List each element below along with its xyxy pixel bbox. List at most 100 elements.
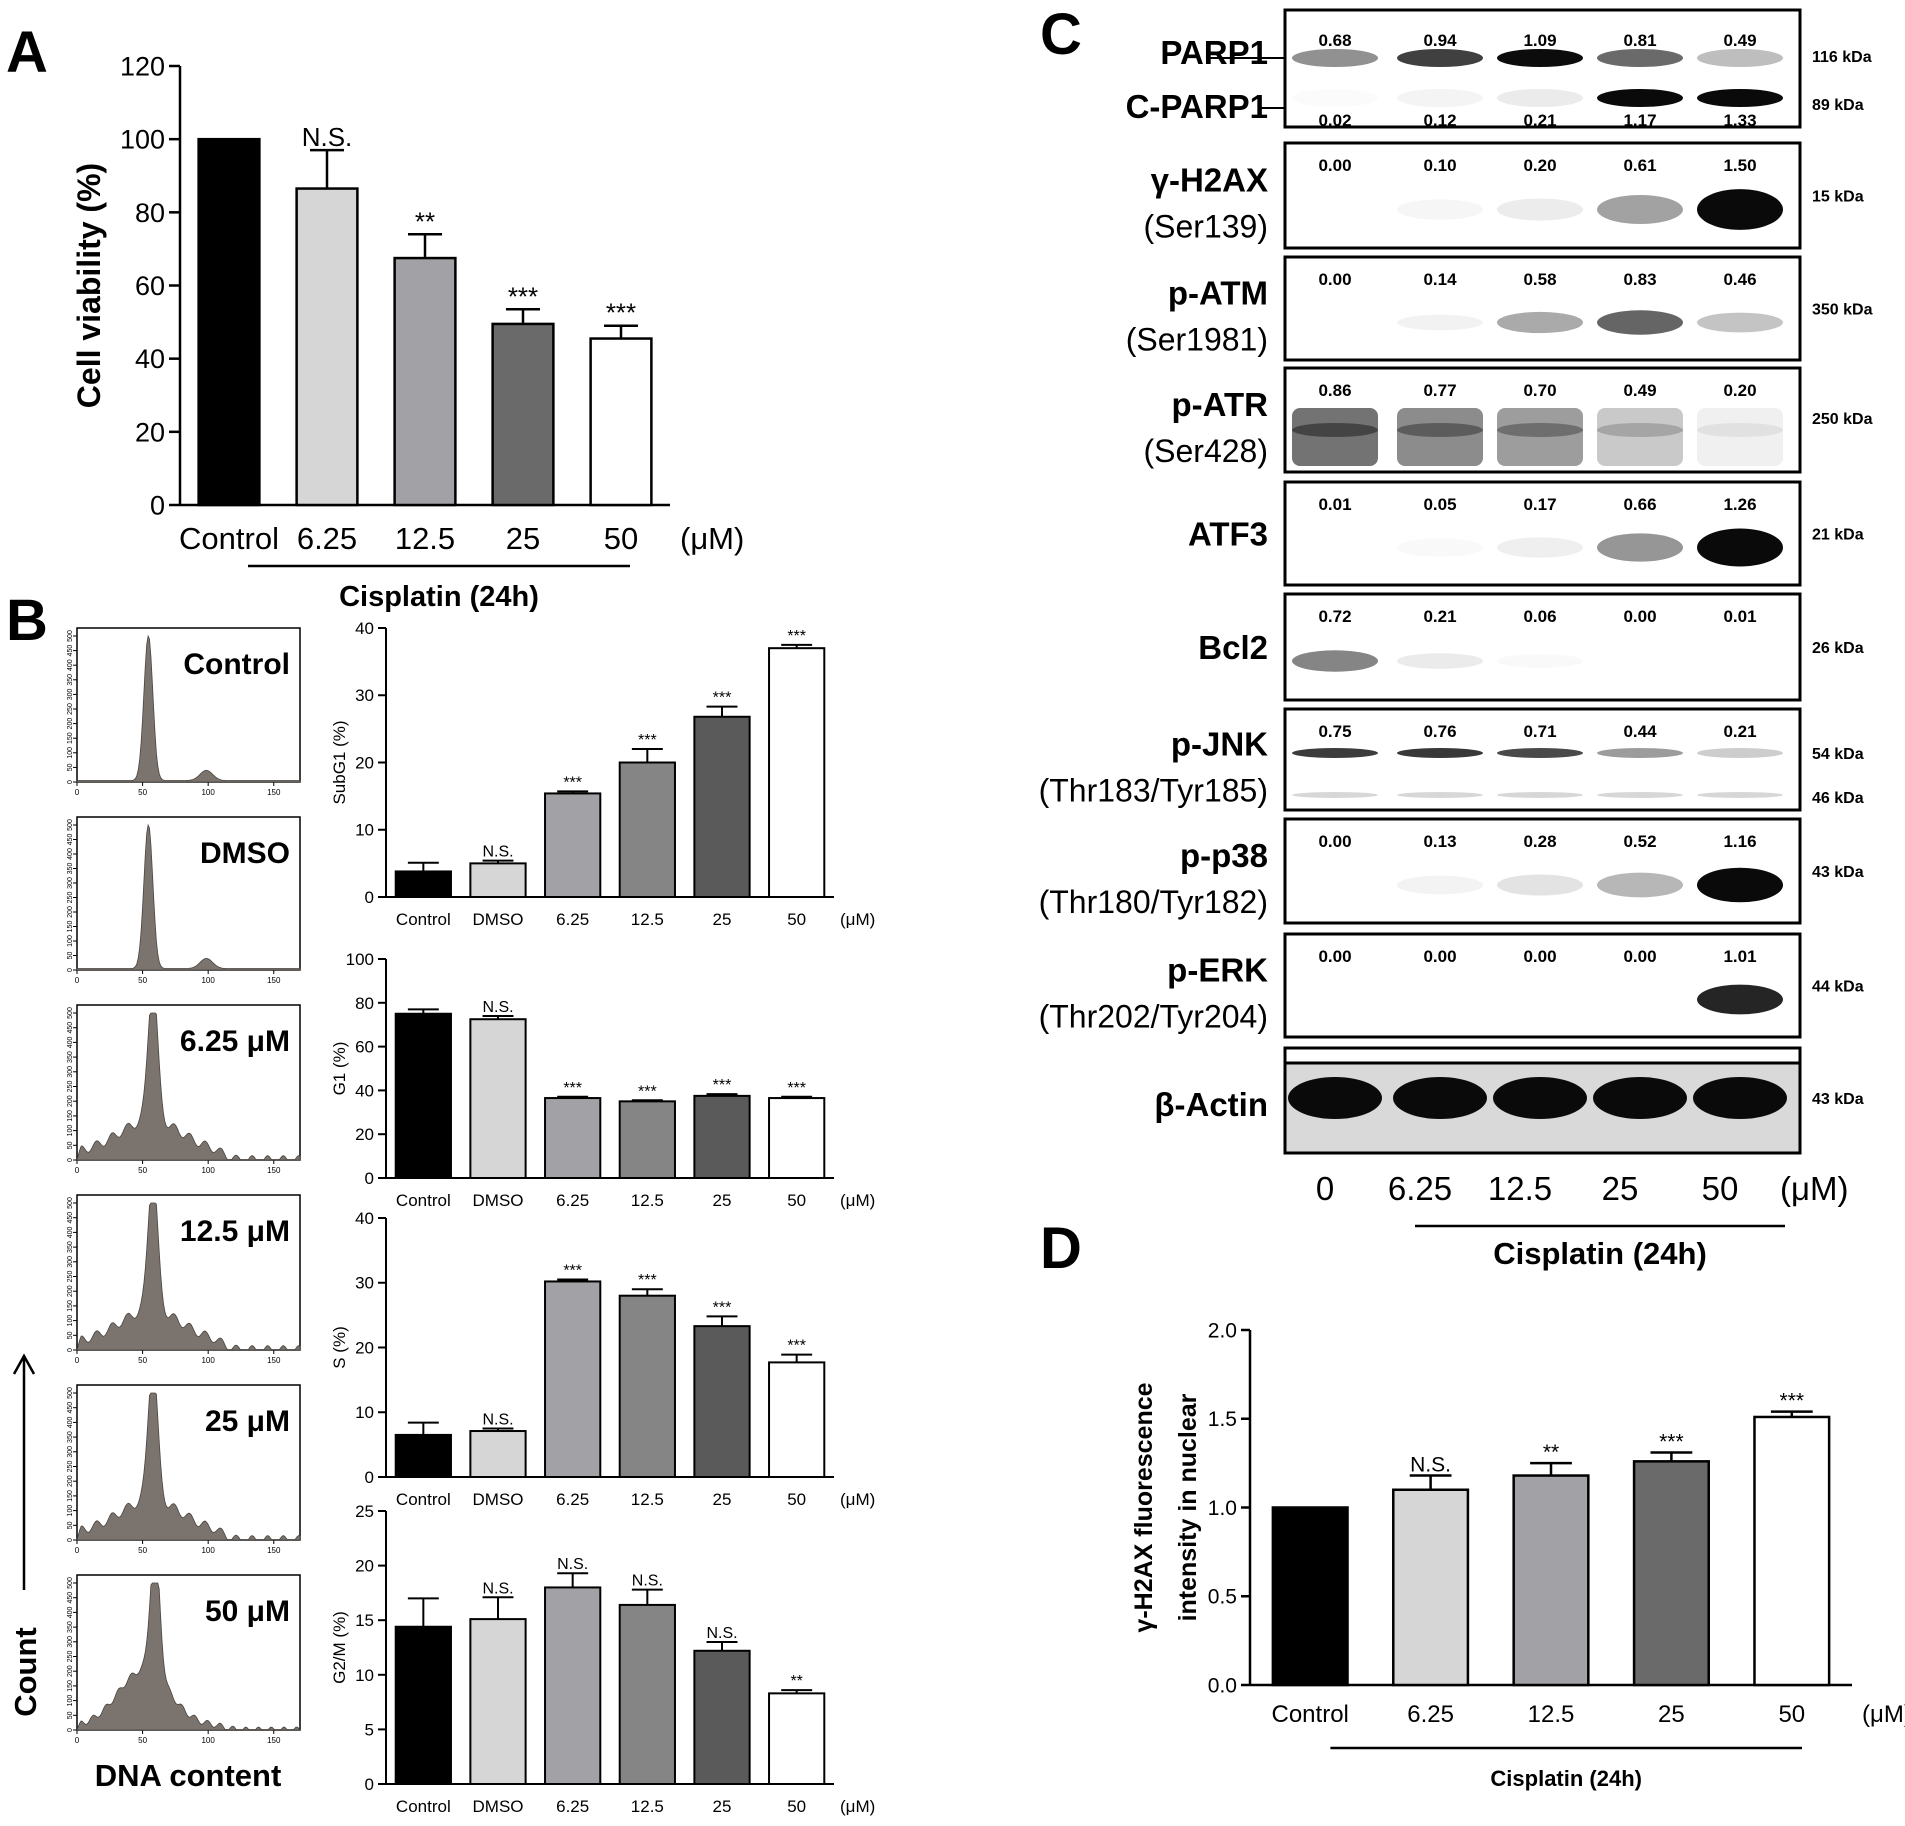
category-label: Control xyxy=(396,910,451,929)
blot-band xyxy=(1397,792,1483,798)
kda-label: 250 kDa xyxy=(1812,411,1873,428)
blot-band xyxy=(1497,423,1583,437)
blot-band xyxy=(1497,537,1583,558)
histogram-y-axis-label: Count xyxy=(8,1627,43,1717)
histogram-y-tick-label: 150 xyxy=(67,921,74,933)
y-tick-label: 25 xyxy=(355,1502,374,1521)
blot-band xyxy=(1597,423,1683,437)
y-tick-label: 0 xyxy=(365,1775,374,1794)
histogram-x-tick-label: 100 xyxy=(201,976,215,985)
y-tick-label: 30 xyxy=(355,1274,374,1293)
bar xyxy=(618,1100,676,1179)
histogram-x-tick-label: 0 xyxy=(75,788,80,797)
significance-label: N.S. xyxy=(482,1580,513,1597)
y-tick-label: 15 xyxy=(355,1611,374,1630)
blot-band xyxy=(1397,423,1483,437)
histogram-y-tick-label: 300 xyxy=(67,877,74,889)
blot-band xyxy=(1597,533,1683,562)
panel-d: 0.0 0.5 1.0 1.5 2.0 Control N.S. 6.25 ** 12.5 *** 2… xyxy=(1130,1319,1905,1791)
y-tick-label: 1.5 xyxy=(1208,1408,1237,1431)
bar xyxy=(544,1586,602,1785)
densitometry-value: 1.17 xyxy=(1623,111,1656,130)
histogram-area xyxy=(76,1582,301,1731)
blot-band xyxy=(1397,653,1483,669)
histogram-y-tick-label: 200 xyxy=(67,1285,74,1297)
densitometry-value: 0.06 xyxy=(1523,607,1556,626)
blot-band xyxy=(1497,748,1583,758)
densitometry-value: 0.72 xyxy=(1318,607,1351,626)
y-axis-label: Cell viability (%) xyxy=(71,163,107,408)
y-tick-label: 80 xyxy=(135,198,165,228)
histogram-area xyxy=(76,634,301,783)
unit-label: (μM) xyxy=(1862,1701,1905,1728)
category-label: 25 xyxy=(713,1191,732,1210)
histogram-x-tick-label: 100 xyxy=(201,1546,215,1555)
densitometry-value: 0.00 xyxy=(1623,607,1656,626)
histogram-x-tick-label: 150 xyxy=(267,1166,281,1175)
densitometry-value: 0.14 xyxy=(1423,270,1457,289)
blot-frame xyxy=(1283,592,1802,702)
y-axis-label: intensity in nuclear xyxy=(1174,1393,1202,1621)
histogram-y-tick-label: 400 xyxy=(67,1606,74,1618)
densitometry-value: 0.21 xyxy=(1423,607,1456,626)
bar xyxy=(1753,1415,1831,1687)
y-tick-label: 10 xyxy=(355,1403,374,1422)
densitometry-value: 0.61 xyxy=(1623,156,1656,175)
category-label: 6.25 xyxy=(297,521,357,556)
bar xyxy=(1392,1488,1470,1687)
bar xyxy=(693,715,751,899)
significance-label: N.S. xyxy=(302,122,353,152)
significance-label: *** xyxy=(508,281,538,311)
blot-band xyxy=(1597,89,1683,107)
histogram-y-tick-label: 300 xyxy=(67,1636,74,1648)
blot-band xyxy=(1693,1077,1787,1119)
y-tick-label: 20 xyxy=(355,1125,374,1144)
significance-label: *** xyxy=(787,1338,806,1355)
y-tick-label: 20 xyxy=(135,417,165,447)
blot-label: p-ERK xyxy=(1167,952,1268,989)
histogram-y-tick-label: 200 xyxy=(67,1665,74,1677)
category-label: 6.25 xyxy=(556,1490,589,1509)
histogram-y-tick-label: 250 xyxy=(67,1271,74,1283)
bar xyxy=(469,1618,527,1786)
blot-band xyxy=(1288,1077,1382,1119)
lane-label: 6.25 xyxy=(1388,1170,1452,1207)
blot-band xyxy=(1697,748,1783,758)
category-label: Control xyxy=(396,1191,451,1210)
bar xyxy=(618,1603,676,1785)
bar xyxy=(1271,1506,1349,1687)
histogram-y-tick-label: 450 xyxy=(67,645,74,657)
category-label: 12.5 xyxy=(395,521,455,556)
kda-label: 26 kDa xyxy=(1812,640,1864,657)
histogram-y-tick-label: 50 xyxy=(67,952,74,960)
histogram-x-tick-label: 50 xyxy=(138,788,147,797)
histogram-x-tick-label: 50 xyxy=(138,1166,147,1175)
kda-label: 89 kDa xyxy=(1812,97,1864,114)
blot-band xyxy=(1292,423,1378,437)
significance-label: *** xyxy=(638,1272,657,1289)
y-tick-label: 40 xyxy=(355,1081,374,1100)
bar xyxy=(768,1361,826,1478)
densitometry-value: 0.46 xyxy=(1723,270,1756,289)
densitometry-value: 0.17 xyxy=(1523,495,1556,514)
lane-unit-label: (μM) xyxy=(1780,1170,1848,1207)
significance-label: N.S. xyxy=(706,1625,737,1642)
densitometry-value: 0.70 xyxy=(1523,381,1556,400)
bar xyxy=(544,1280,602,1478)
y-tick-label: 2.0 xyxy=(1208,1319,1237,1342)
blot-band xyxy=(1397,314,1483,331)
blot-band xyxy=(1497,654,1583,668)
densitometry-value: 0.00 xyxy=(1318,270,1351,289)
blot-band xyxy=(1292,49,1378,67)
histogram-y-tick-label: 0 xyxy=(67,968,74,972)
histogram-y-tick-label: 350 xyxy=(67,1241,74,1253)
significance-label: *** xyxy=(606,298,636,328)
histogram-y-tick-label: 150 xyxy=(67,1300,74,1312)
category-label: Control xyxy=(396,1490,451,1509)
y-tick-label: 60 xyxy=(355,1038,374,1057)
densitometry-value: 0.94 xyxy=(1423,31,1457,50)
densitometry-value: 0.20 xyxy=(1723,381,1756,400)
bar xyxy=(618,761,676,898)
histogram-y-tick-label: 450 xyxy=(67,834,74,846)
